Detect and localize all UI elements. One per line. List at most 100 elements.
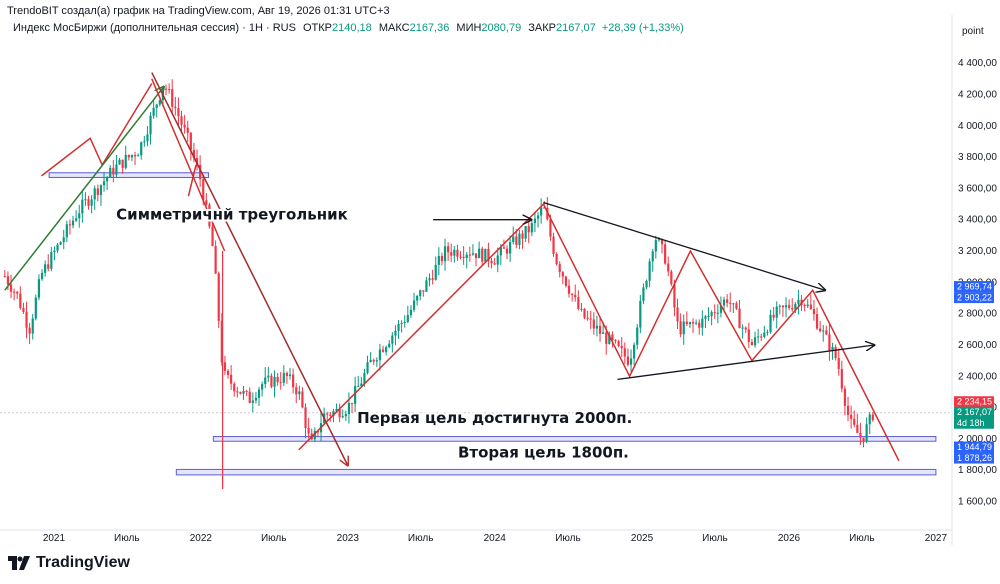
candle-body [75,218,78,221]
candle-body [282,372,285,383]
candle-body [37,279,41,298]
candle-body [657,239,661,241]
candle-body [316,431,320,433]
candle-body [478,248,481,259]
trend-line [4,87,164,291]
candle-body [496,255,499,265]
candle-body [372,359,375,362]
candle-body [428,278,431,281]
candle-body [623,348,626,357]
candle-body [431,278,434,280]
candle-body [279,382,282,384]
candle-body [329,414,332,416]
candle-body [775,306,778,318]
candle-body [137,155,140,157]
candle-body [533,218,537,224]
candle-body [168,89,171,91]
candle-body [146,134,149,142]
candle-body [109,167,112,178]
candle-body [115,164,118,175]
x-tick-label: Июль [408,533,434,544]
y-tick-label: 4 200,00 [958,89,997,100]
candle-body [434,264,437,280]
candle-body [261,384,264,390]
price-axis-label: point [962,26,984,37]
interval[interactable]: 1H [248,22,263,34]
candle-body [155,104,158,108]
candle-body [465,254,468,259]
candle-body [580,308,583,310]
candle-body [521,233,524,239]
candle-body [369,359,372,363]
candle-body [99,185,103,196]
candle-body [233,383,236,392]
candle-body [273,376,276,387]
candle-body [667,263,670,272]
trend-line [187,164,197,197]
candle-body [598,325,602,334]
candle-body [385,347,388,352]
candle-body [152,107,155,116]
candle-body [288,374,292,376]
candle-body [713,312,716,314]
candle-body [549,219,552,237]
candle-body [530,223,533,233]
annotation-text: Симметричнй треугольник [116,206,348,224]
candles-group [3,79,874,489]
price-tag-bg [954,441,994,453]
candle-body [474,253,478,259]
price-tag-text: 1 878,26 [957,453,992,463]
candle-body [772,314,775,318]
change-value: +28,39 (+1,33%) [601,22,684,34]
y-tick-label: 1 800,00 [958,465,997,476]
candle-body [527,226,530,233]
y-tick-label: 3 800,00 [958,152,997,163]
candle-body [56,244,59,251]
candle-body [174,106,177,109]
x-tick-label: Июль [114,533,140,544]
candle-body [626,356,630,365]
tradingview-logo[interactable]: TradingView [8,554,130,572]
candle-body [124,154,127,168]
candle-body [304,407,307,429]
candle-body [177,108,180,117]
open-label: ОТКР [302,22,333,34]
candle-body [571,293,574,295]
candle-body [509,242,512,254]
candle-body [589,318,592,320]
candle-body [87,199,90,206]
candle-body [437,255,440,265]
high-value: 2167,36 [409,22,450,34]
candle-body [633,344,636,359]
candle-body [490,260,493,264]
candle-body [831,346,834,352]
candle-body [753,337,757,346]
candle-body [13,291,16,293]
candle-body [164,88,168,90]
candle-body [769,314,772,332]
symbol-name[interactable]: Индекс МосБиржи (дополнительная сессия) [13,22,240,34]
candle-body [850,414,853,419]
candle-body [360,383,363,386]
price-tag-bg [954,417,994,429]
candle-body [540,207,543,216]
x-tick-label: Июль [261,533,287,544]
candle-body [815,314,819,329]
candle-body [577,297,580,309]
candle-body [220,320,223,363]
candle-body [710,312,713,316]
candle-body [552,236,555,254]
candle-body [84,199,87,201]
candle-body [50,252,53,269]
candle-body [276,376,279,383]
candle-body [127,154,130,158]
candle-body [347,402,351,415]
candle-body [673,284,676,308]
candle-body [375,360,378,362]
candle-body [797,299,800,304]
candle-body [763,332,766,337]
candle-body [344,414,347,417]
candle-body [199,165,202,180]
candle-body [47,264,50,269]
